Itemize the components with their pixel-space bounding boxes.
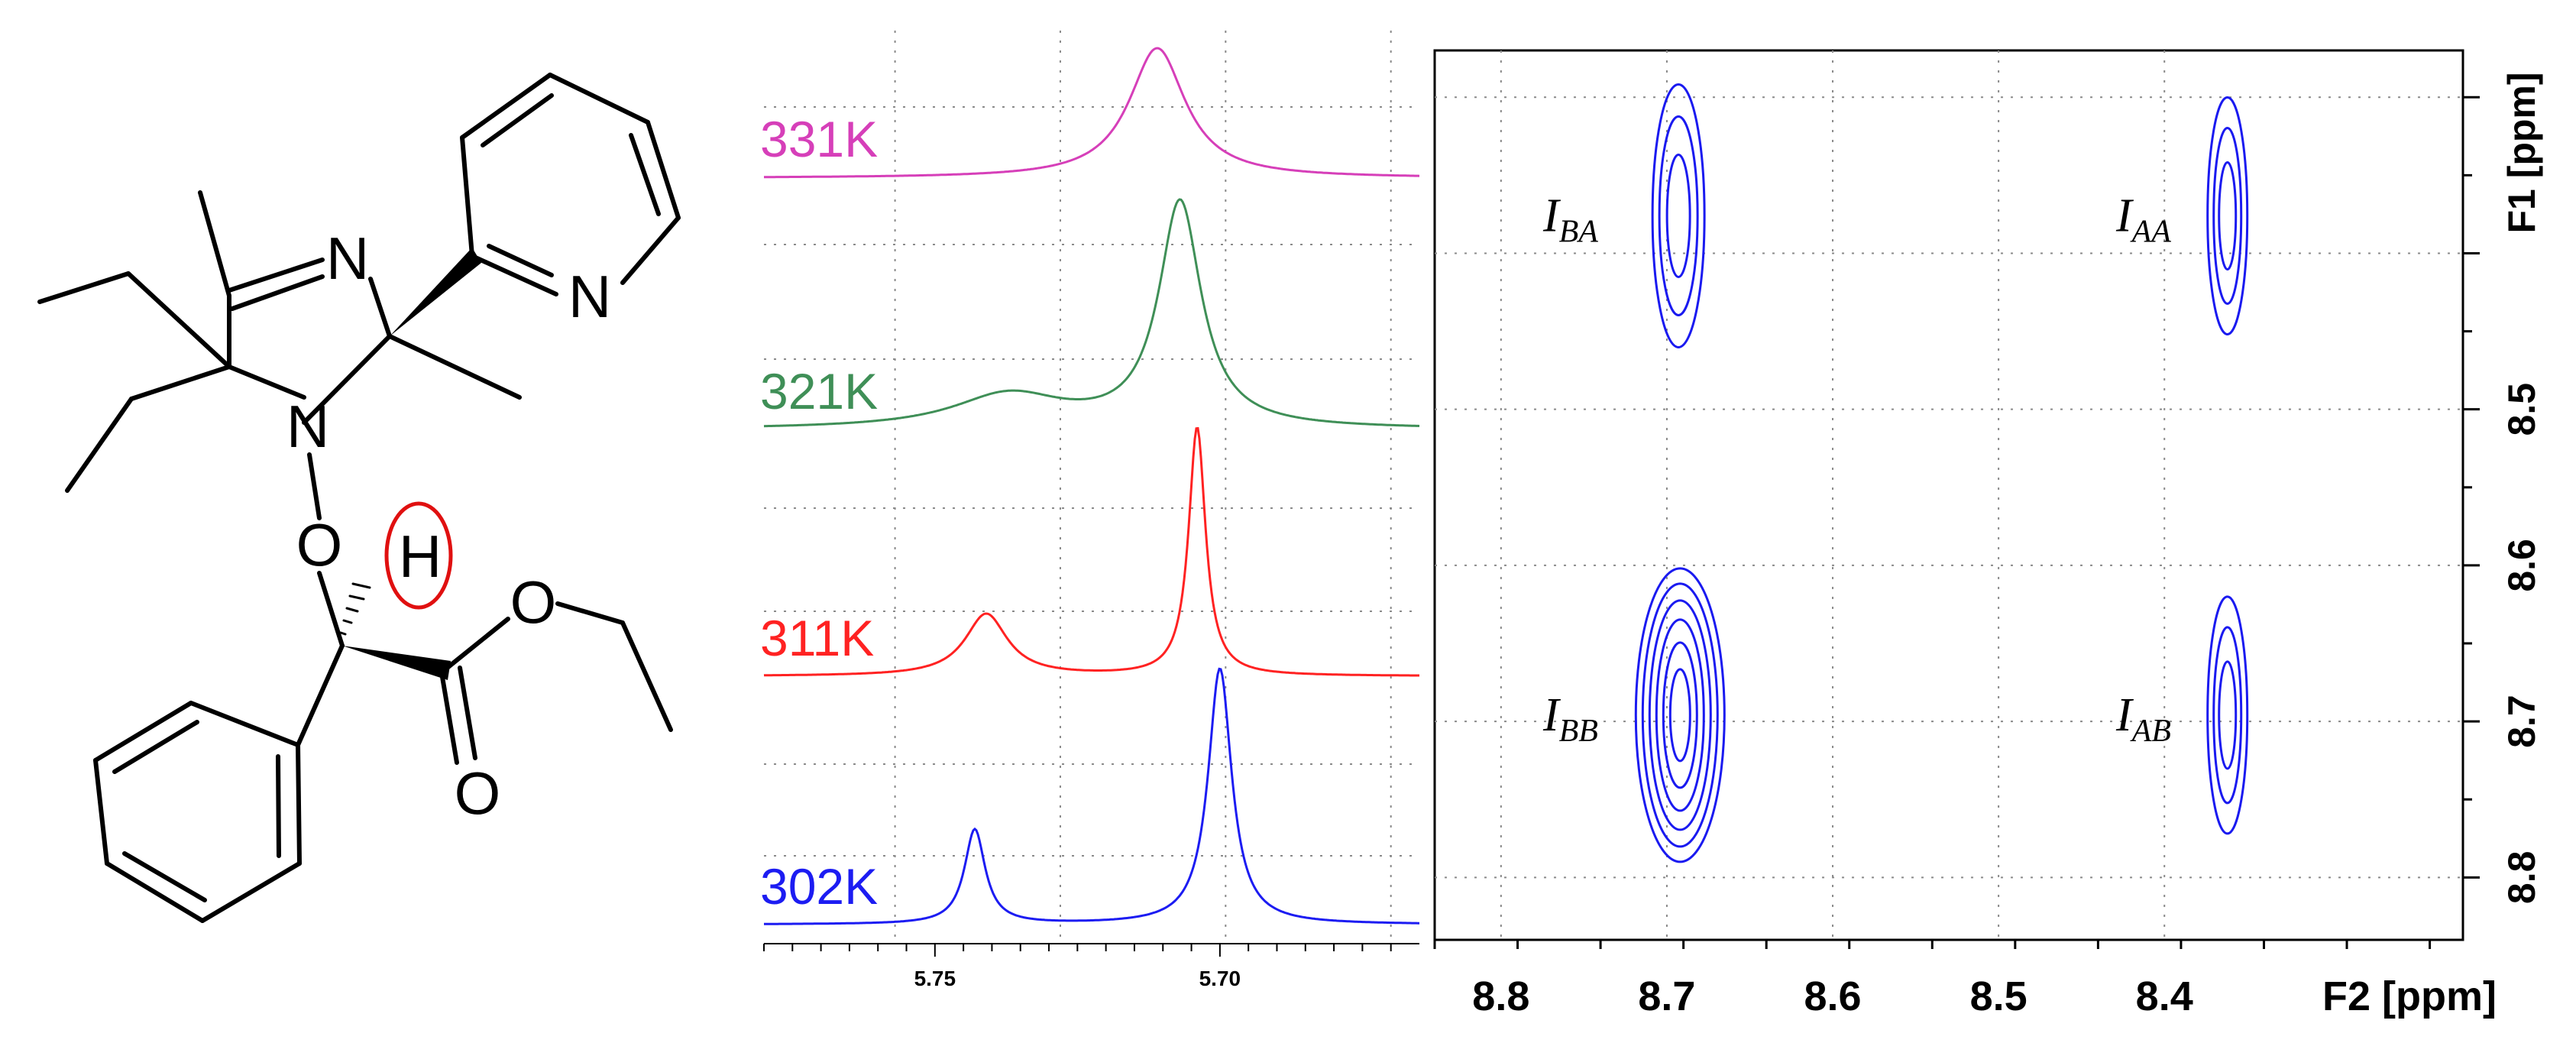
atom-label-highlighted-h: H	[399, 523, 442, 590]
contour-plot-frame	[1433, 49, 2464, 941]
f2-axis-title: F2 [ppm]	[2322, 973, 2497, 1019]
spectrum-trace-311K	[763, 426, 1419, 677]
temperature-label-321K: 321K	[760, 363, 878, 419]
contour-ring-BA	[1665, 153, 1691, 278]
contour-peak-labels: IBA IAA IBB IAB	[1542, 189, 2171, 748]
peak-label-BB: IBB	[1542, 689, 1598, 749]
spectra-x-ticks: 5.75 5.70	[763, 944, 1392, 990]
f2-tick-label: 8.4	[2136, 973, 2193, 1019]
temperature-label-311K: 311K	[760, 610, 874, 666]
f1-tick-label: 8.8	[2500, 851, 2543, 905]
contour-ring-AB	[2206, 595, 2249, 835]
spectra-tick-label: 5.70	[1199, 967, 1241, 990]
spectrum-trace-331K	[764, 47, 1420, 179]
f1-tick-label: 8.7	[2500, 695, 2543, 748]
f2-tick-label: 8.5	[1970, 973, 2027, 1019]
spectrum-trace-321K	[763, 198, 1420, 428]
f2-tick-label: 8.7	[1638, 973, 1695, 1019]
contour-ring-AB	[2218, 660, 2238, 770]
molecule-atom-labels: N N N O H O O	[286, 225, 611, 827]
temperature-label-302K: 302K	[760, 858, 878, 915]
variable-temperature-1d-spectra: 5.75 5.70 331K 321K 311K 302K	[760, 31, 1420, 990]
atom-label-pyridine-n: N	[568, 263, 611, 330]
atom-label-imine-n: N	[326, 225, 369, 292]
atom-label-ester-o: O	[510, 568, 557, 636]
f1-tick-label: 8.5	[2500, 383, 2543, 436]
f2-tick-label: 8.6	[1804, 973, 1861, 1019]
contour-ring-BB	[1662, 641, 1698, 789]
atom-label-nitroxide-o: O	[296, 511, 343, 578]
temperature-label-331K: 331K	[760, 111, 878, 167]
exsy-2d-contour-plot: 8.8 8.7 8.6 8.5 8.4 F2 [ppm] 8.5 8.6 8.7 8.8 F1 […	[1433, 49, 2543, 1019]
contour-f2-axis: 8.8 8.7 8.6 8.5 8.4 F2 [ppm]	[1433, 938, 2497, 1019]
atom-label-carbonyl-o: O	[455, 760, 501, 827]
contour-ring-BB	[1641, 582, 1719, 848]
contour-ring-BB	[1648, 599, 1712, 831]
spectrum-trace-302K	[764, 667, 1419, 925]
f1-tick-label: 8.6	[2500, 539, 2543, 592]
contour-ring-AB	[2212, 626, 2243, 805]
spectra-traces	[763, 47, 1420, 925]
contour-ring-BB	[1634, 567, 1726, 863]
contour-peaks	[1634, 83, 2249, 863]
contour-ring-AA	[2206, 96, 2249, 335]
peak-label-AA: IAA	[2115, 189, 2171, 249]
contour-ring-BB	[1668, 668, 1691, 763]
atom-label-ring-n: N	[286, 393, 329, 460]
f1-axis-title: F1 [ppm]	[2500, 72, 2543, 233]
contour-f1-axis: 8.5 8.6 8.7 8.8 F1 [ppm]	[2461, 50, 2543, 940]
contour-ring-BA	[1658, 115, 1699, 316]
molecule-structure	[37, 73, 681, 923]
contour-grid	[1435, 50, 2463, 940]
spectra-tick-label: 5.75	[914, 967, 956, 990]
f2-tick-label: 8.8	[1472, 973, 1529, 1019]
contour-ring-BA	[1651, 83, 1706, 348]
spectra-temperature-labels: 331K 321K 311K 302K	[760, 111, 878, 915]
spectra-grid	[764, 31, 1419, 940]
peak-label-BA: IBA	[1542, 189, 1598, 249]
contour-ring-AA	[2218, 160, 2238, 270]
peak-label-AB: IAB	[2115, 689, 2171, 749]
contour-ring-AA	[2212, 126, 2243, 305]
contour-ring-BB	[1655, 618, 1705, 812]
